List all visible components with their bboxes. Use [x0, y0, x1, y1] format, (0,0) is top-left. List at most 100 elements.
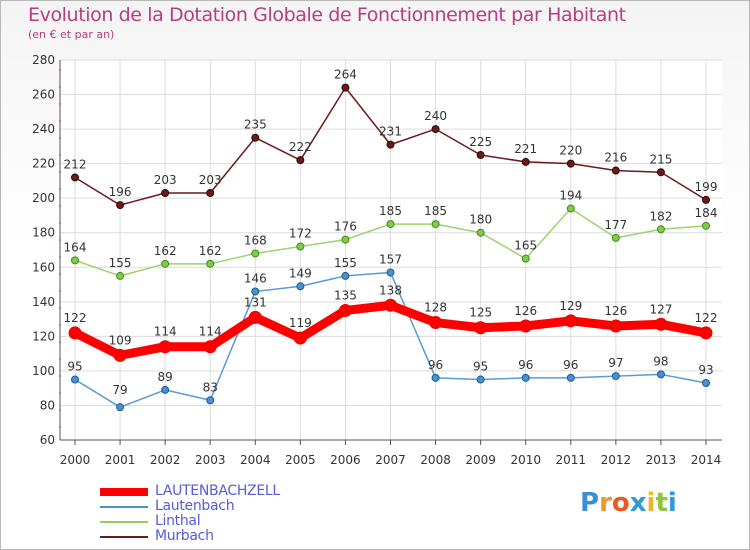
- data-point: [296, 242, 305, 251]
- x-tick-label: 2014: [691, 453, 722, 467]
- data-label: 177: [604, 218, 627, 232]
- data-point: [566, 159, 575, 168]
- data-label: 98: [653, 354, 668, 368]
- data-label: 231: [379, 125, 402, 139]
- x-tick-label: 2006: [330, 453, 361, 467]
- data-point: [702, 221, 710, 230]
- data-label: 199: [695, 180, 718, 194]
- data-point: [71, 173, 79, 182]
- data-label: 93: [698, 363, 713, 377]
- data-point: [296, 282, 305, 291]
- x-tick-label: 2012: [601, 453, 632, 467]
- legend-swatch: [100, 521, 148, 523]
- data-label: 127: [649, 302, 672, 316]
- data-point: [206, 259, 215, 268]
- data-point: [296, 156, 305, 165]
- data-label: 212: [64, 157, 87, 171]
- data-point: [476, 375, 485, 384]
- data-point: [384, 298, 397, 312]
- data-label: 96: [518, 358, 533, 372]
- data-label: 114: [199, 325, 222, 339]
- data-label: 157: [379, 252, 402, 266]
- data-label: 235: [244, 118, 267, 132]
- logo-letter: i: [646, 488, 656, 518]
- data-label: 83: [203, 380, 218, 394]
- logo-letter: o: [611, 488, 630, 518]
- data-point: [519, 319, 533, 333]
- data-label: 135: [334, 288, 357, 302]
- legend-swatch: [100, 488, 148, 496]
- data-point: [158, 340, 172, 354]
- data-label: 196: [109, 185, 132, 199]
- data-point: [476, 228, 485, 237]
- data-label: 96: [563, 358, 578, 372]
- data-label: 155: [334, 256, 357, 270]
- data-label: 97: [608, 356, 623, 370]
- y-tick-label: 140: [32, 295, 55, 309]
- y-tick-label: 60: [40, 433, 55, 447]
- data-label: 203: [199, 173, 222, 187]
- data-label: 182: [649, 209, 672, 223]
- y-tick-label: 160: [32, 260, 55, 274]
- data-point: [341, 235, 350, 244]
- data-label: 264: [334, 68, 357, 82]
- data-label: 215: [649, 152, 672, 166]
- data-label: 155: [109, 256, 132, 270]
- data-point: [654, 317, 668, 331]
- chart-legend: LAUTENBACHZELL Lautenbach Linthal Murbach: [100, 484, 320, 544]
- data-point: [474, 321, 488, 335]
- data-point: [161, 385, 170, 394]
- data-point: [71, 375, 79, 384]
- data-label: 89: [158, 370, 173, 384]
- data-label: 184: [695, 206, 718, 220]
- data-point: [564, 314, 578, 328]
- data-label: 164: [64, 240, 87, 254]
- logo-letter: x: [629, 488, 647, 518]
- legend-swatch: [100, 506, 148, 508]
- data-point: [431, 220, 440, 229]
- data-label: 180: [469, 213, 492, 227]
- data-point: [386, 268, 395, 277]
- data-point: [521, 157, 530, 166]
- data-label: 109: [109, 333, 132, 347]
- logo-letter: t: [655, 488, 668, 518]
- proxiti-logo: Proxiti: [580, 488, 677, 518]
- x-tick-label: 2013: [646, 453, 677, 467]
- data-point: [429, 316, 443, 330]
- y-tick-label: 280: [32, 53, 55, 67]
- x-tick-label: 2007: [375, 453, 406, 467]
- data-label: 162: [154, 244, 177, 258]
- y-tick-label: 240: [32, 122, 55, 136]
- legend-label: LAUTENBACHZELL: [155, 483, 280, 499]
- data-point: [702, 195, 710, 204]
- x-tick-label: 2003: [195, 453, 226, 467]
- legend-swatch: [100, 536, 148, 538]
- data-point: [386, 220, 395, 229]
- data-point: [656, 370, 665, 379]
- data-label: 128: [424, 301, 447, 315]
- data-label: 122: [695, 311, 718, 325]
- legend-label: Linthal: [155, 513, 201, 529]
- data-point: [206, 396, 215, 405]
- data-label: 221: [514, 142, 537, 156]
- data-point: [68, 326, 82, 340]
- data-point: [431, 373, 440, 382]
- y-tick-label: 220: [32, 157, 55, 171]
- data-label: 168: [244, 233, 267, 247]
- data-point: [566, 373, 575, 382]
- data-point: [203, 340, 217, 354]
- data-label: 129: [559, 299, 582, 313]
- logo-letter: r: [599, 488, 612, 518]
- x-tick-label: 2000: [60, 453, 91, 467]
- data-label: 79: [112, 383, 127, 397]
- x-tick-label: 2004: [240, 453, 271, 467]
- legend-item: Lautenbach: [100, 499, 320, 514]
- data-label: 165: [514, 239, 537, 253]
- data-label: 172: [289, 227, 312, 241]
- x-tick-label: 2008: [420, 453, 451, 467]
- y-tick-label: 120: [32, 329, 55, 343]
- data-point: [611, 372, 620, 381]
- data-label: 240: [424, 109, 447, 123]
- data-point: [656, 225, 665, 234]
